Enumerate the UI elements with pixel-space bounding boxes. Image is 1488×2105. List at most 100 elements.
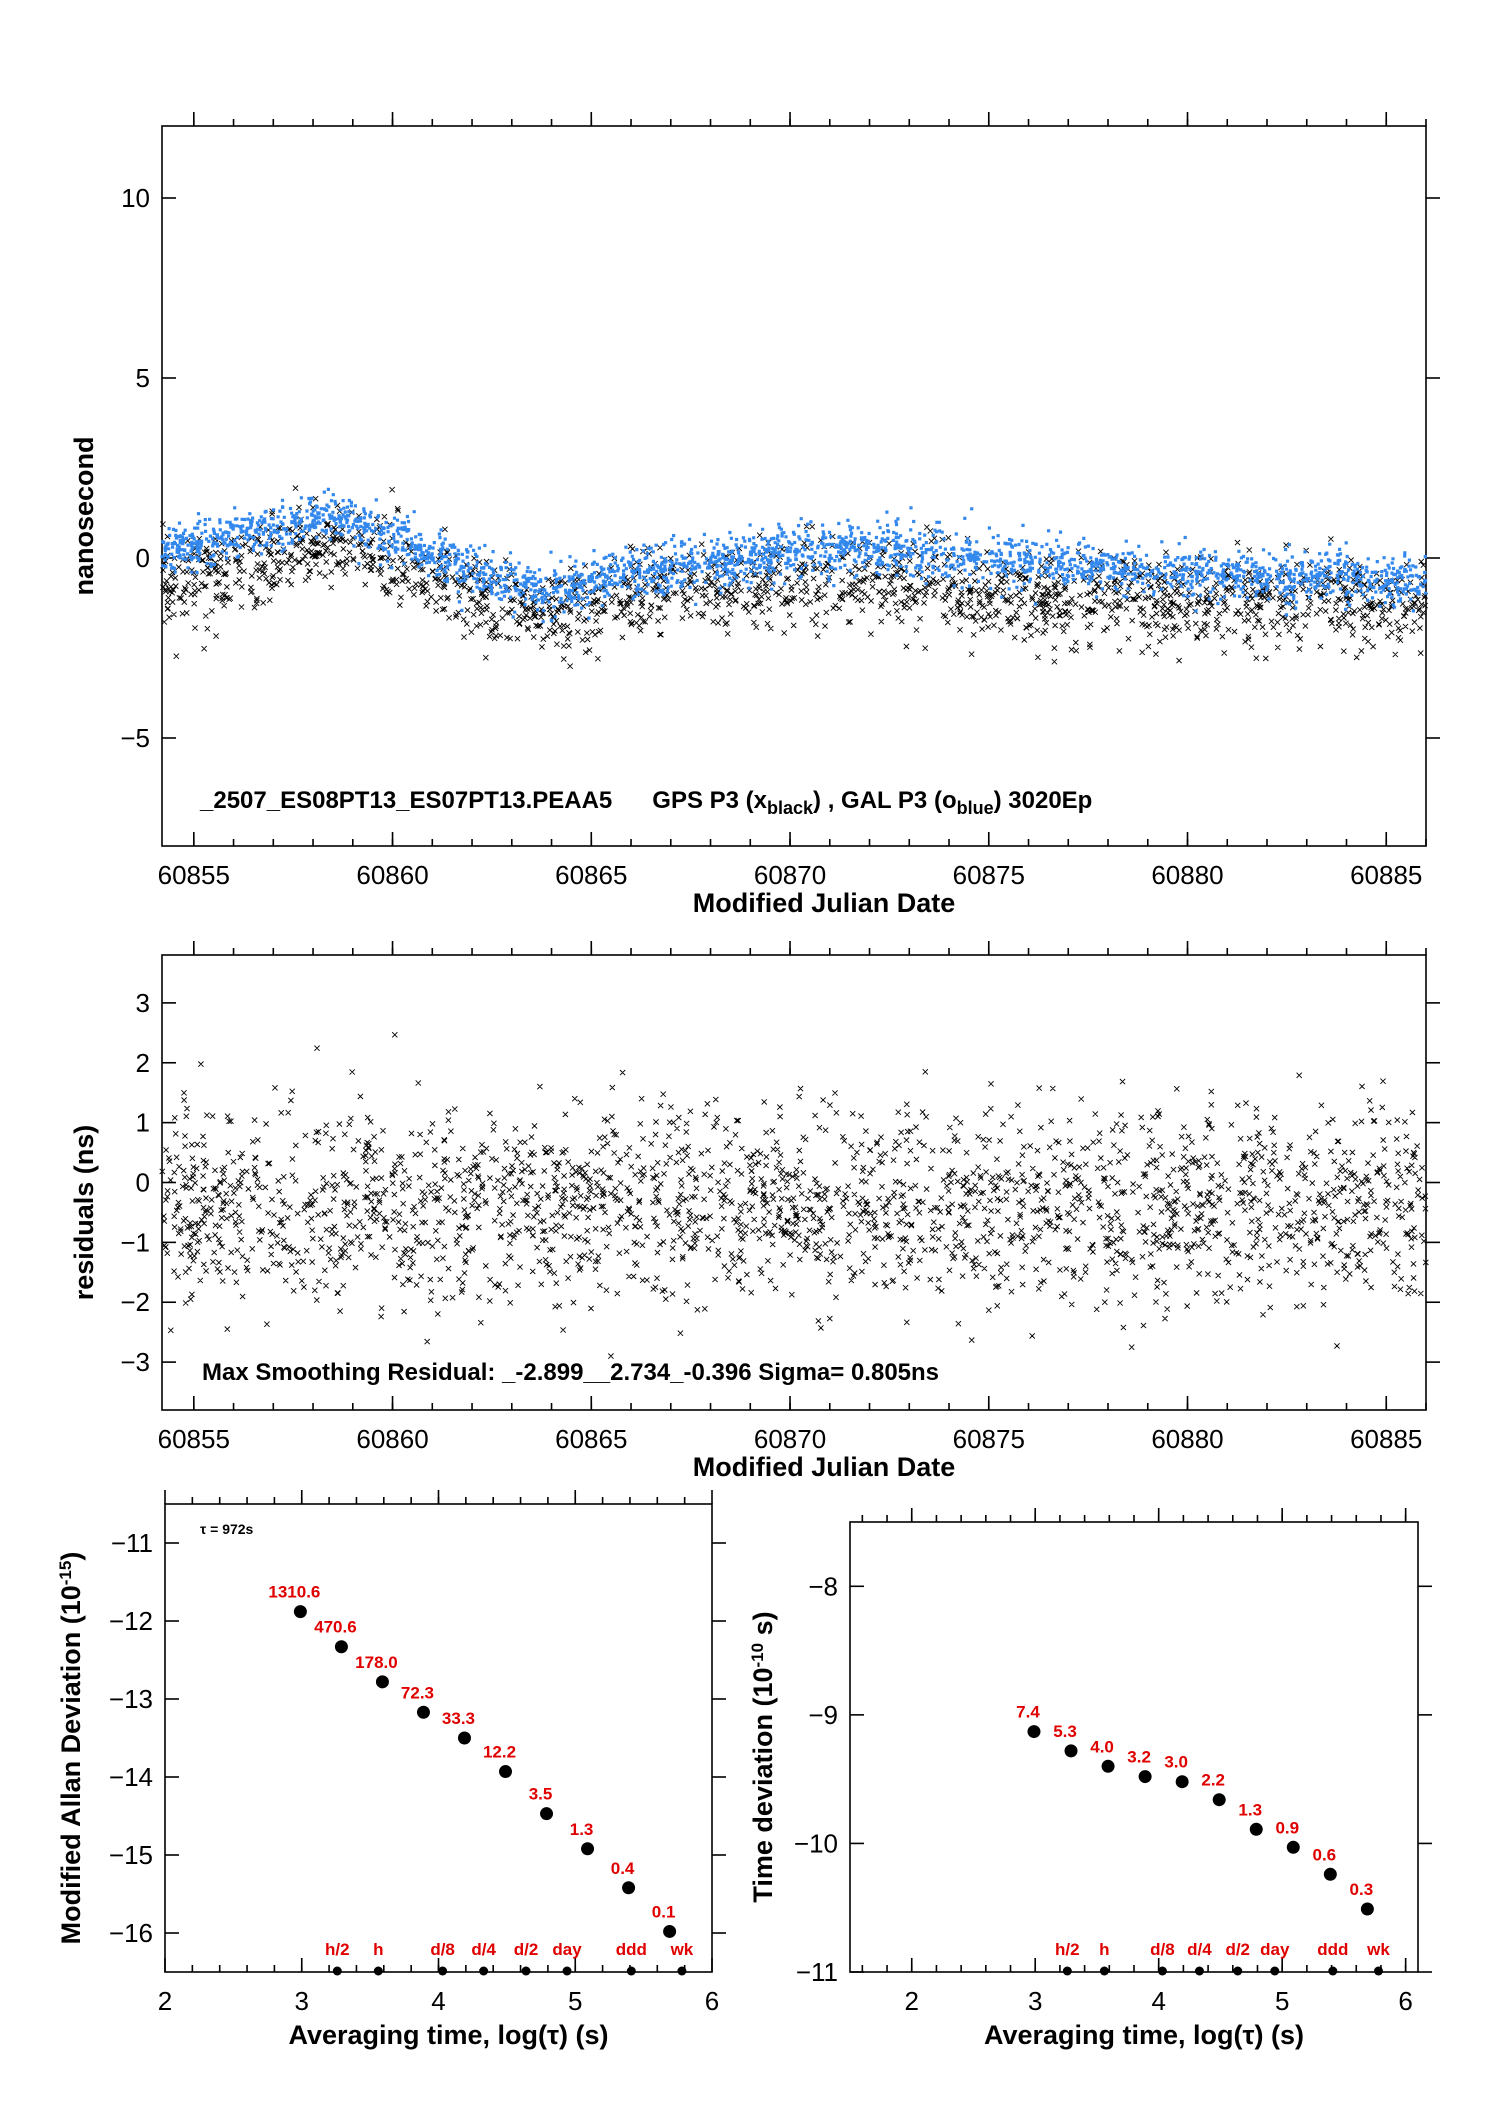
time-marker-label: d/4: [1187, 1940, 1212, 1959]
deviation-point: [293, 1605, 307, 1619]
x-axis-label: Averaging time, log(τ) (s): [288, 2020, 608, 2050]
time-marker-point: [677, 1966, 687, 1976]
time-marker-point: [521, 1966, 531, 1976]
x-tick-label: 5: [1275, 1986, 1289, 2016]
y-axis-label: Time deviation (10-10 s): [748, 1611, 779, 1902]
time-marker-label: d/8: [430, 1940, 455, 1959]
y-axis-label: Modified Allan Deviation (10-15): [56, 1552, 87, 1945]
y-tick-label: 0: [136, 1168, 150, 1198]
x-tick-label: 60875: [953, 1424, 1025, 1454]
time-marker-point: [1270, 1966, 1280, 1976]
x-tick-label: 3: [295, 1986, 309, 2016]
x-tick-label: 60885: [1350, 1424, 1422, 1454]
time-marker-point: [1373, 1966, 1383, 1976]
point-label: 1310.6: [268, 1583, 320, 1602]
y-axis-label-part: s): [748, 1611, 778, 1643]
tdev-chart: 2 3 4 5 6 −11 −10 −9 −8 7.4 5.3 4.0 3.2 3.0 2.2 1.3 0.9 0…: [748, 1508, 1432, 2050]
annotation-part: blue: [957, 798, 994, 818]
annotation-part: _2507_ES08PT13_ES07PT13.PEAA5: [199, 787, 612, 814]
point-label: 3.5: [529, 1785, 553, 1804]
y-tick-label: −9: [808, 1700, 838, 1730]
y-tick-label: −14: [109, 1762, 153, 1792]
y-tick-label: −2: [120, 1287, 150, 1317]
gal-series-marks: [160, 487, 1428, 624]
x-tick-label: 6: [705, 1986, 719, 2016]
time-marker-label: h: [373, 1940, 383, 1959]
x-tick-label: 60880: [1151, 860, 1223, 890]
deviation-point: [663, 1924, 677, 1938]
point-label: 5.3: [1053, 1722, 1077, 1741]
time-marker-point: [1099, 1966, 1109, 1976]
point-label: 3.2: [1127, 1748, 1151, 1767]
x-tick-label: 60860: [356, 860, 428, 890]
y-tick-label: 10: [121, 183, 150, 213]
time-marker-label: ddd: [1317, 1940, 1348, 1959]
x-tick-label: 3: [1028, 1986, 1042, 2016]
time-marker-point: [626, 1966, 636, 1976]
y-axis-label-part: (10: [56, 1585, 86, 1624]
point-label: 0.1: [652, 1902, 676, 1921]
plot-frame: [161, 125, 1427, 847]
time-marker-label: h/2: [325, 1940, 350, 1959]
y-tick-label: 5: [136, 363, 150, 393]
y-tick-label: −11: [111, 1528, 153, 1558]
point-label: 72.3: [401, 1683, 434, 1702]
time-marker-point: [373, 1966, 383, 1976]
annotation-part: GPS P3 (x: [652, 787, 767, 814]
time-marker-label: d/8: [1150, 1940, 1175, 1959]
deviation-point: [334, 1640, 348, 1654]
file-annotation: _2507_ES08PT13_ES07PT13.PEAA5 GPS P3 (x bl…: [199, 787, 1092, 818]
point-label: 12.2: [483, 1743, 516, 1762]
x-tick-label: 6: [1398, 1986, 1412, 2016]
deviation-point: [1360, 1902, 1374, 1916]
deviation-point: [1286, 1840, 1300, 1854]
time-marker-label: ddd: [616, 1940, 647, 1959]
series-points: [159, 485, 1429, 670]
x-axis-label: Modified Julian Date: [693, 1452, 956, 1482]
deviation-point: [622, 1881, 636, 1895]
residual-annotation: Max Smoothing Residual: _-2.899__2.734_-…: [202, 1359, 939, 1386]
resid-chart: 60855 60860 60865 60870 60875 60880 60885 −3 −2 −…: [69, 941, 1440, 1482]
deviation-point: [1064, 1744, 1078, 1758]
x-tick-label: 4: [431, 1986, 445, 2016]
y-axis-label-part: ): [56, 1552, 86, 1561]
y-tick-label: −12: [109, 1606, 153, 1636]
point-label: 178.0: [355, 1653, 398, 1672]
deviation-point: [1323, 1867, 1337, 1881]
y-tick-label: 2: [136, 1048, 150, 1078]
point-label: 2.2: [1201, 1771, 1225, 1790]
time-marker-point: [1328, 1966, 1338, 1976]
deviation-point: [1101, 1759, 1115, 1773]
x-tick-label: 60855: [158, 860, 230, 890]
time-marker-point: [332, 1966, 342, 1976]
y-axis-label-part: (10: [748, 1667, 778, 1706]
deviation-point: [540, 1807, 554, 1821]
x-tick-label: 60855: [158, 1424, 230, 1454]
x-tick-label: 60880: [1151, 1424, 1223, 1454]
y-axis-label: residuals (ns): [69, 1125, 99, 1301]
point-label: 0.6: [1313, 1845, 1337, 1864]
x-tick-label: 4: [1151, 1986, 1165, 2016]
point-label: 7.4: [1016, 1703, 1040, 1722]
deviation-point: [1138, 1770, 1152, 1784]
y-tick-label: −13: [109, 1684, 153, 1714]
raw-chart: 60855 60860 60865 60870 60875 60880 60885 −5 0 5 1…: [69, 112, 1440, 918]
point-label: 4.0: [1090, 1737, 1114, 1756]
point-label: 0.4: [611, 1859, 635, 1878]
point-label: 470.6: [314, 1618, 357, 1637]
y-tick-label: −1: [120, 1227, 150, 1257]
deviation-point: [1249, 1822, 1263, 1836]
x-tick-label: 60870: [754, 860, 826, 890]
annotation-part: ) , GAL P3 (o: [813, 787, 957, 814]
point-label: 33.3: [442, 1709, 475, 1728]
x-tick-label: 2: [158, 1986, 172, 2016]
x-tick-label: 2: [905, 1986, 919, 2016]
deviation-point: [581, 1842, 595, 1856]
deviation-point: [499, 1765, 513, 1779]
y-axis-label: nanosecond: [69, 436, 99, 595]
x-tick-label: 60860: [356, 1424, 428, 1454]
time-marker-point: [438, 1966, 448, 1976]
point-label: 0.3: [1350, 1880, 1374, 1899]
deviation-point: [1212, 1793, 1226, 1807]
